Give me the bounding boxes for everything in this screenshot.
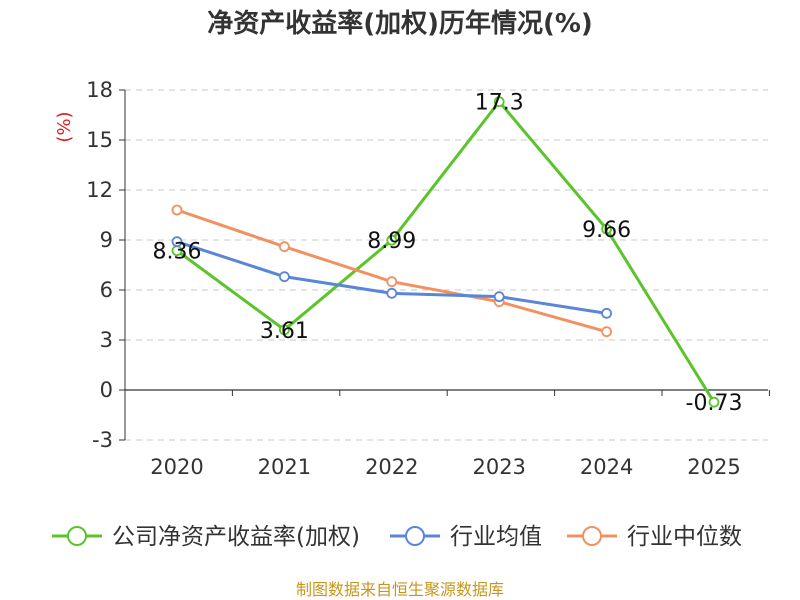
data-label: 8.36 xyxy=(153,240,202,265)
series-points xyxy=(171,96,720,408)
data-label: 17.3 xyxy=(475,91,524,116)
legend-marker xyxy=(405,526,425,546)
data-point xyxy=(386,287,398,299)
legend-label: 行业均值 xyxy=(450,524,542,550)
data-point xyxy=(708,396,720,408)
chart-title: 净资产收益率(加权)历年情况(%) xyxy=(207,8,593,39)
y-tick-label: 18 xyxy=(86,78,113,102)
axes: 18 15 12 9 6 3 0 -3 2020 2021 2022 2023 2024 2025 xyxy=(86,78,770,479)
grid-lines xyxy=(125,89,768,441)
y-tick-label: 12 xyxy=(86,178,113,202)
data-point xyxy=(493,291,505,303)
y-tick-label: 6 xyxy=(100,278,113,302)
legend-item[interactable]: 行业中位数 xyxy=(567,524,742,550)
data-label: 9.66 xyxy=(582,218,631,243)
series-line xyxy=(176,100,716,403)
legend-marker xyxy=(582,526,602,546)
data-point xyxy=(601,326,612,338)
data-label: -0.73 xyxy=(686,391,743,416)
legend-label: 行业中位数 xyxy=(627,524,742,550)
x-tick-label: 2022 xyxy=(365,455,418,479)
legend-marker xyxy=(67,526,87,546)
y-tick-label: 15 xyxy=(86,128,113,152)
y-tick-label: 9 xyxy=(100,228,113,252)
y-tick-label: -3 xyxy=(92,428,113,452)
series-lines xyxy=(176,100,716,403)
source-note: 制图数据来自恒生聚源数据库 xyxy=(296,580,504,599)
data-label: 8.99 xyxy=(367,229,416,254)
legend-item[interactable]: 行业均值 xyxy=(390,524,542,550)
data-point xyxy=(278,324,290,336)
legend-item[interactable]: 公司净资产收益率(加权) xyxy=(52,524,360,550)
x-tick-label: 2025 xyxy=(687,455,740,479)
x-tick-label: 2020 xyxy=(150,455,203,479)
y-tick-label: 3 xyxy=(100,328,113,352)
data-point xyxy=(171,204,183,216)
data-point xyxy=(278,241,290,253)
legend[interactable]: 公司净资产收益率(加权) 行业均值 行业中位数 xyxy=(52,524,742,550)
x-tick-label: 2021 xyxy=(258,455,311,479)
x-tick-label: 2024 xyxy=(580,455,633,479)
legend-label: 公司净资产收益率(加权) xyxy=(112,524,360,550)
data-labels: 8.36 3.61 8.99 17.3 9.66 -0.73 xyxy=(153,91,743,416)
x-tick-label: 2023 xyxy=(472,455,525,479)
data-point xyxy=(601,223,612,235)
y-axis-unit: (%) xyxy=(54,111,75,142)
data-point xyxy=(601,307,612,319)
data-point xyxy=(493,96,505,108)
data-point xyxy=(171,236,183,248)
data-point xyxy=(386,234,398,246)
y-tick-label: 0 xyxy=(100,378,113,402)
data-point xyxy=(386,276,398,288)
data-point xyxy=(278,271,290,283)
data-label: 3.61 xyxy=(260,319,309,344)
